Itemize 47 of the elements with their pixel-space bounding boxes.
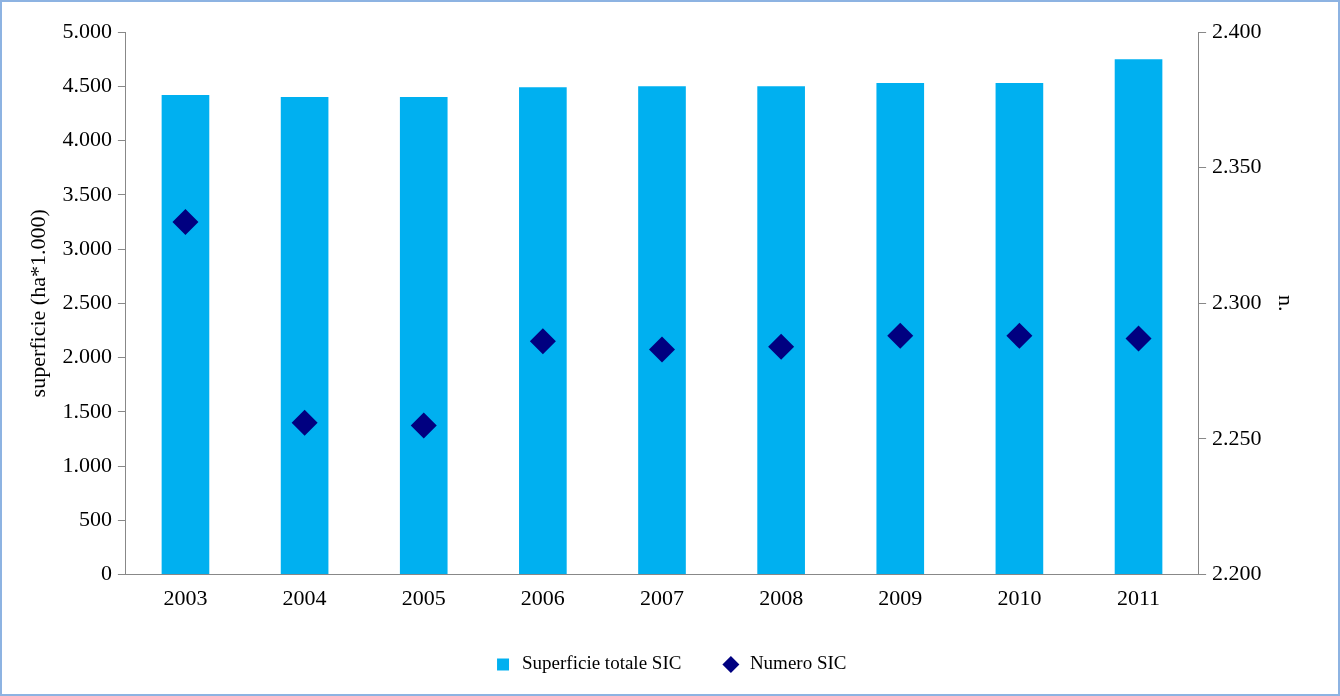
y2-tick-label: 2.350 [1212,153,1262,179]
y2-tick-label: 2.200 [1212,560,1262,586]
y-tick-label: 500 [78,506,112,532]
y-axis-title: superficie (ha*1.000) [24,209,50,398]
legend-label: Superficie totale SIC [522,652,682,674]
x-tick-label: 2010 [997,584,1042,610]
x-tick-label: 2003 [163,584,208,610]
y-tick-label: 1.500 [62,397,112,423]
point [649,336,675,363]
point [887,322,914,349]
y2-tick-label: 2.250 [1212,424,1262,450]
point [529,328,556,355]
bar [876,83,925,575]
point [768,333,795,360]
bar [280,97,329,575]
y-tick-label: 4.000 [62,126,112,152]
y-tick-label: 5.000 [62,17,112,43]
bar [638,86,686,575]
point [1125,325,1152,352]
bar [399,97,448,575]
y-tick-label: 2.000 [62,343,112,369]
y2-tick-label: 2.400 [1212,17,1262,43]
bar [519,87,567,575]
bar [757,86,805,575]
point [410,412,437,439]
x-tick-label: 2008 [759,584,804,610]
y-tick-label: 3.500 [62,180,112,206]
x-tick-label: 2005 [401,584,446,610]
y-tick-label: 4.500 [62,72,112,98]
point [291,409,318,436]
point [1006,322,1033,349]
bar [1114,59,1163,575]
bar [995,83,1044,575]
y2-axis-title: n. [1274,295,1300,312]
y-tick-label: 3.000 [62,234,112,260]
x-tick-label: 2006 [520,584,565,610]
y-tick-label: 0 [100,560,112,586]
point [172,208,199,235]
bar [161,94,210,575]
y-tick-label: 1.000 [62,451,112,477]
y2-tick-label: 2.300 [1212,289,1262,315]
x-tick-label: 2007 [640,584,684,610]
x-tick-label: 2004 [282,584,327,610]
y-tick-label: 2.500 [62,289,112,315]
legend-label: Numero SIC [749,652,847,674]
x-tick-label: 2009 [878,584,923,610]
x-tick-label: 2011 [1116,584,1161,610]
